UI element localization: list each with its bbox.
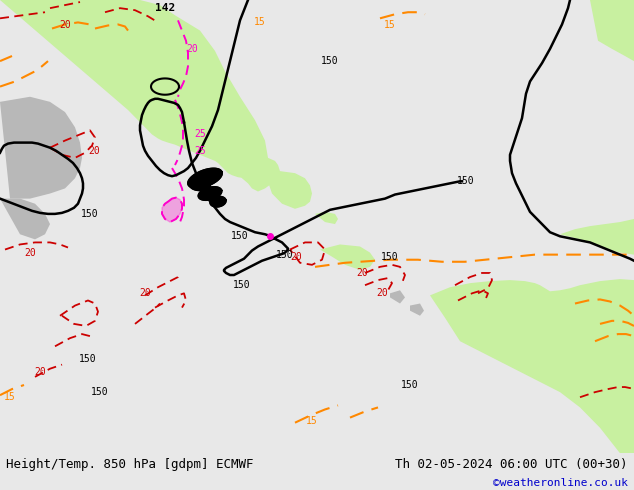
- Polygon shape: [190, 180, 210, 191]
- Text: 20: 20: [139, 288, 151, 298]
- Text: 25: 25: [194, 146, 206, 156]
- Text: 15: 15: [4, 392, 16, 402]
- Text: 20: 20: [376, 288, 388, 298]
- Text: 150: 150: [457, 176, 475, 186]
- Polygon shape: [0, 97, 82, 198]
- Polygon shape: [315, 212, 338, 224]
- Polygon shape: [210, 196, 226, 207]
- Text: 20: 20: [88, 146, 100, 156]
- Text: 150: 150: [81, 209, 99, 219]
- Polygon shape: [198, 187, 222, 200]
- Text: 142: 142: [155, 3, 175, 13]
- Polygon shape: [225, 158, 280, 192]
- Text: 150: 150: [276, 249, 294, 260]
- Polygon shape: [320, 245, 375, 270]
- Text: 150: 150: [381, 252, 399, 262]
- Text: 20: 20: [34, 367, 46, 377]
- Polygon shape: [430, 279, 634, 453]
- Polygon shape: [390, 290, 405, 303]
- Text: 15: 15: [306, 416, 318, 426]
- Text: ©weatheronline.co.uk: ©weatheronline.co.uk: [493, 478, 628, 488]
- Text: 25: 25: [194, 129, 206, 140]
- Text: 150: 150: [401, 380, 419, 390]
- Text: 150: 150: [91, 387, 109, 397]
- Text: 20: 20: [186, 44, 198, 54]
- Text: 20: 20: [59, 21, 71, 30]
- Text: 20: 20: [290, 252, 302, 262]
- Text: 150: 150: [231, 231, 249, 241]
- Text: Height/Temp. 850 hPa [gdpm] ECMWF: Height/Temp. 850 hPa [gdpm] ECMWF: [6, 458, 254, 471]
- Text: 20: 20: [24, 247, 36, 258]
- Text: Th 02-05-2024 06:00 UTC (00+30): Th 02-05-2024 06:00 UTC (00+30): [395, 458, 628, 471]
- Polygon shape: [560, 219, 634, 255]
- Text: 15: 15: [254, 18, 266, 27]
- Polygon shape: [162, 197, 182, 222]
- Text: 150: 150: [233, 280, 251, 290]
- Polygon shape: [590, 0, 634, 61]
- Polygon shape: [265, 171, 312, 209]
- Text: 20: 20: [356, 268, 368, 278]
- Text: 150: 150: [321, 56, 339, 66]
- Polygon shape: [188, 169, 222, 188]
- Text: 15: 15: [384, 21, 396, 30]
- Polygon shape: [0, 198, 50, 239]
- Polygon shape: [410, 303, 424, 316]
- Polygon shape: [0, 0, 268, 178]
- Text: 150: 150: [79, 353, 97, 364]
